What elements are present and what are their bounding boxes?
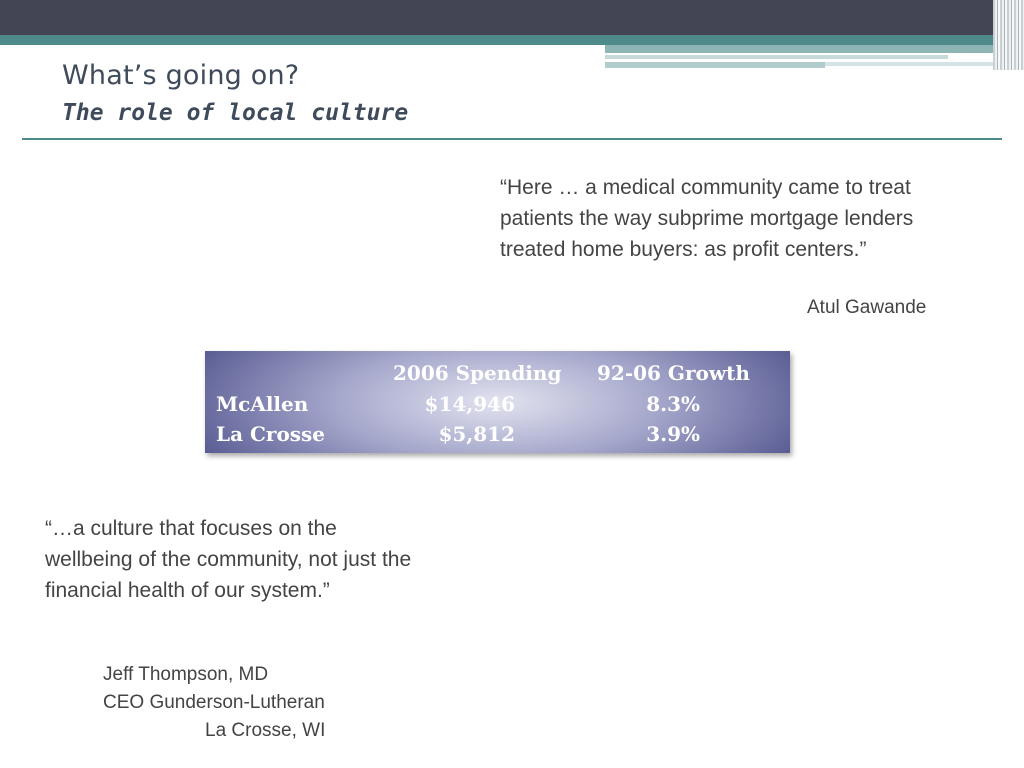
accent-line [605,62,825,68]
slide-subtitle: The role of local culture [62,100,409,126]
attribution-title: CEO Gunderson-Lutheran [103,692,325,713]
accent-line [825,62,1000,66]
spending-table: 2006 Spending 92-06 Growth McAllen $14,9… [205,351,790,453]
cell-growth-lacrosse: 3.9% [646,422,700,446]
header-bar [0,0,1024,35]
attribution-name: Jeff Thompson, MD [103,664,269,685]
cell-spending-mcallen: $14,946 [424,392,515,416]
attribution-location: La Crosse, WI [205,720,326,741]
cell-growth-mcallen: 8.3% [646,392,700,416]
thompson-quote: “…a culture that focuses on the wellbein… [45,517,412,602]
thompson-attribution: Jeff Thompson, MD CEO Gunderson-Lutheran… [103,661,325,745]
accent-stripe-secondary [605,45,1000,53]
slide-title: What’s going on? [62,60,300,91]
gawande-attribution: Atul Gawande [807,297,927,318]
accent-stripe [0,35,1000,45]
gawande-quote: “Here … a medical community came to trea… [500,176,914,261]
accent-line [605,55,948,59]
title-divider [22,138,1002,140]
header-growth: 92-06 Growth [597,361,750,385]
decorative-stripes [993,0,1024,70]
header-spending: 2006 Spending [393,361,562,385]
row-label-mcallen: McAllen [216,392,309,416]
row-label-lacrosse: La Crosse [216,422,326,446]
cell-spending-lacrosse: $5,812 [438,422,515,446]
